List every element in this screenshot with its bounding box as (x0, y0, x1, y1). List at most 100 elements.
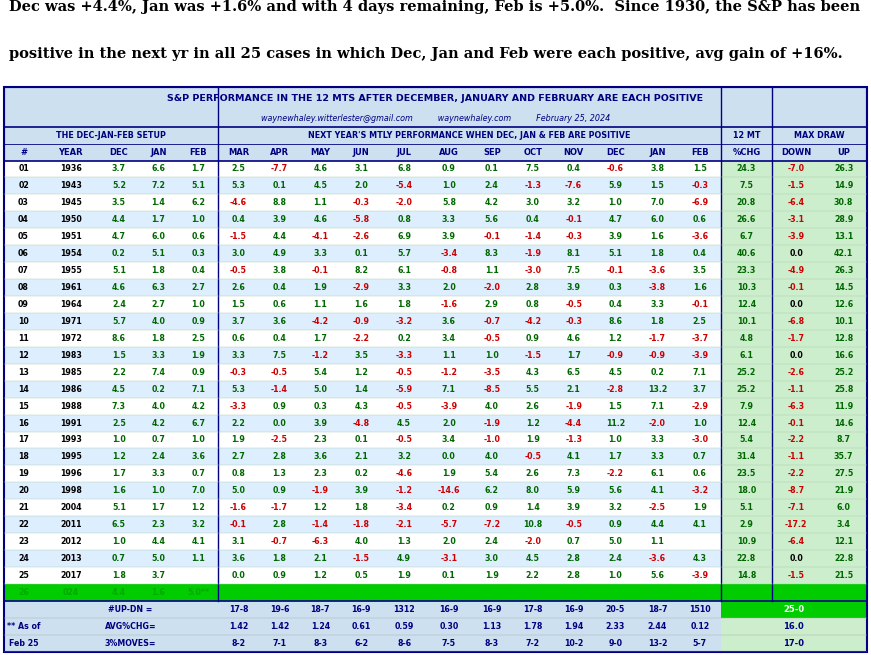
Bar (4, 449, 867, 466)
Text: 1.6: 1.6 (354, 300, 368, 309)
Text: 1.2: 1.2 (314, 571, 327, 580)
Bar (4, 364, 867, 381)
Text: 3.7: 3.7 (692, 384, 706, 394)
Text: 2.7: 2.7 (192, 283, 205, 292)
Text: 7.0: 7.0 (651, 198, 665, 208)
Text: -2.5: -2.5 (271, 436, 288, 445)
Bar (721, 279, 867, 296)
Text: 3.4: 3.4 (442, 334, 456, 343)
Text: -0.5: -0.5 (565, 300, 582, 309)
Text: -1.2: -1.2 (395, 486, 413, 495)
Bar (721, 195, 867, 212)
Text: 2.1: 2.1 (314, 554, 327, 563)
Text: 3.4: 3.4 (837, 520, 851, 529)
Text: 0.6: 0.6 (232, 334, 246, 343)
Text: 5.1: 5.1 (111, 503, 125, 512)
Text: 8.2: 8.2 (354, 266, 368, 275)
Text: 3.7: 3.7 (232, 317, 246, 326)
Text: 2.8: 2.8 (273, 520, 287, 529)
Text: 0.0: 0.0 (789, 351, 803, 360)
Text: 2.9: 2.9 (485, 300, 499, 309)
Text: 4.4: 4.4 (152, 537, 165, 546)
Bar (721, 415, 867, 432)
Text: 1.7: 1.7 (608, 453, 622, 461)
Text: 1.4: 1.4 (526, 503, 540, 512)
Text: 1.6: 1.6 (692, 283, 706, 292)
Bar (721, 398, 867, 415)
Text: -7.6: -7.6 (565, 181, 582, 191)
Text: -4.9: -4.9 (787, 266, 805, 275)
Text: 2013: 2013 (60, 554, 82, 563)
Bar (721, 296, 867, 313)
Text: 16: 16 (18, 419, 29, 428)
Text: 1950: 1950 (60, 215, 82, 224)
Text: 1.1: 1.1 (192, 554, 205, 563)
Text: 11: 11 (18, 334, 29, 343)
Bar (721, 567, 867, 584)
Text: 2.2: 2.2 (232, 419, 246, 428)
Text: 0.1: 0.1 (354, 436, 368, 445)
Text: 12 MT: 12 MT (733, 130, 760, 140)
Text: -2.8: -2.8 (607, 384, 624, 394)
Text: 1.8: 1.8 (273, 554, 287, 563)
Text: 0.1: 0.1 (273, 181, 287, 191)
Text: 0.4: 0.4 (567, 164, 581, 174)
Text: AUG: AUG (439, 147, 459, 157)
Text: -1.5: -1.5 (787, 181, 805, 191)
Text: 5.4: 5.4 (314, 367, 327, 377)
Text: -0.1: -0.1 (483, 233, 500, 241)
Text: -0.7: -0.7 (271, 537, 288, 546)
Bar (721, 618, 867, 635)
Text: 1.0: 1.0 (608, 436, 622, 445)
Text: 4.0: 4.0 (485, 453, 499, 461)
Text: 5.1: 5.1 (192, 181, 205, 191)
Text: 1.1: 1.1 (314, 198, 327, 208)
Bar (4, 499, 867, 516)
Text: 18-7: 18-7 (648, 605, 667, 614)
Text: 6.5: 6.5 (111, 520, 125, 529)
Text: 0.30: 0.30 (439, 622, 458, 631)
Text: 0.9: 0.9 (273, 402, 287, 411)
Text: 0.6: 0.6 (692, 215, 706, 224)
Text: 3.9: 3.9 (567, 503, 581, 512)
Text: 1.6: 1.6 (152, 588, 165, 597)
Text: 4.1: 4.1 (692, 520, 706, 529)
Text: 1312: 1312 (394, 605, 415, 614)
Bar (4, 516, 867, 533)
Text: 1.5: 1.5 (608, 402, 622, 411)
Text: 4.9: 4.9 (273, 249, 287, 258)
Text: -5.8: -5.8 (353, 215, 370, 224)
Text: 0.1: 0.1 (485, 164, 499, 174)
Text: 0.4: 0.4 (273, 334, 287, 343)
Text: 4.3: 4.3 (692, 554, 706, 563)
Text: -7.0: -7.0 (787, 164, 805, 174)
Text: 3.3: 3.3 (314, 249, 327, 258)
Text: waynewhaley.witterlester@gmail.com          waynewhaley.com          February 25: waynewhaley.witterlester@gmail.com wayne… (261, 114, 610, 122)
Text: 25.2: 25.2 (737, 384, 756, 394)
Bar (4, 584, 867, 601)
Bar (4, 330, 867, 347)
Text: -0.3: -0.3 (353, 198, 370, 208)
Bar (721, 449, 867, 466)
Text: 0.59: 0.59 (395, 622, 414, 631)
Text: -0.1: -0.1 (230, 520, 246, 529)
Text: 2.8: 2.8 (273, 453, 287, 461)
Text: 0.7: 0.7 (152, 436, 165, 445)
Text: -2.2: -2.2 (788, 470, 805, 478)
Text: 2.5: 2.5 (192, 334, 205, 343)
Text: 24.3: 24.3 (737, 164, 756, 174)
Text: 02: 02 (18, 181, 29, 191)
Text: 3.3: 3.3 (651, 453, 665, 461)
Text: -3.3: -3.3 (230, 402, 247, 411)
Bar (721, 635, 867, 652)
Text: 1.9: 1.9 (692, 503, 706, 512)
Text: -0.5: -0.5 (524, 453, 541, 461)
Text: 16.0: 16.0 (783, 622, 804, 631)
Text: -1.3: -1.3 (565, 436, 582, 445)
Text: 6.5: 6.5 (567, 367, 581, 377)
Text: MAX DRAW: MAX DRAW (794, 130, 845, 140)
Bar (4, 466, 867, 482)
Text: 0.9: 0.9 (608, 520, 622, 529)
Text: 3.2: 3.2 (608, 503, 622, 512)
Text: 2.4: 2.4 (608, 554, 622, 563)
